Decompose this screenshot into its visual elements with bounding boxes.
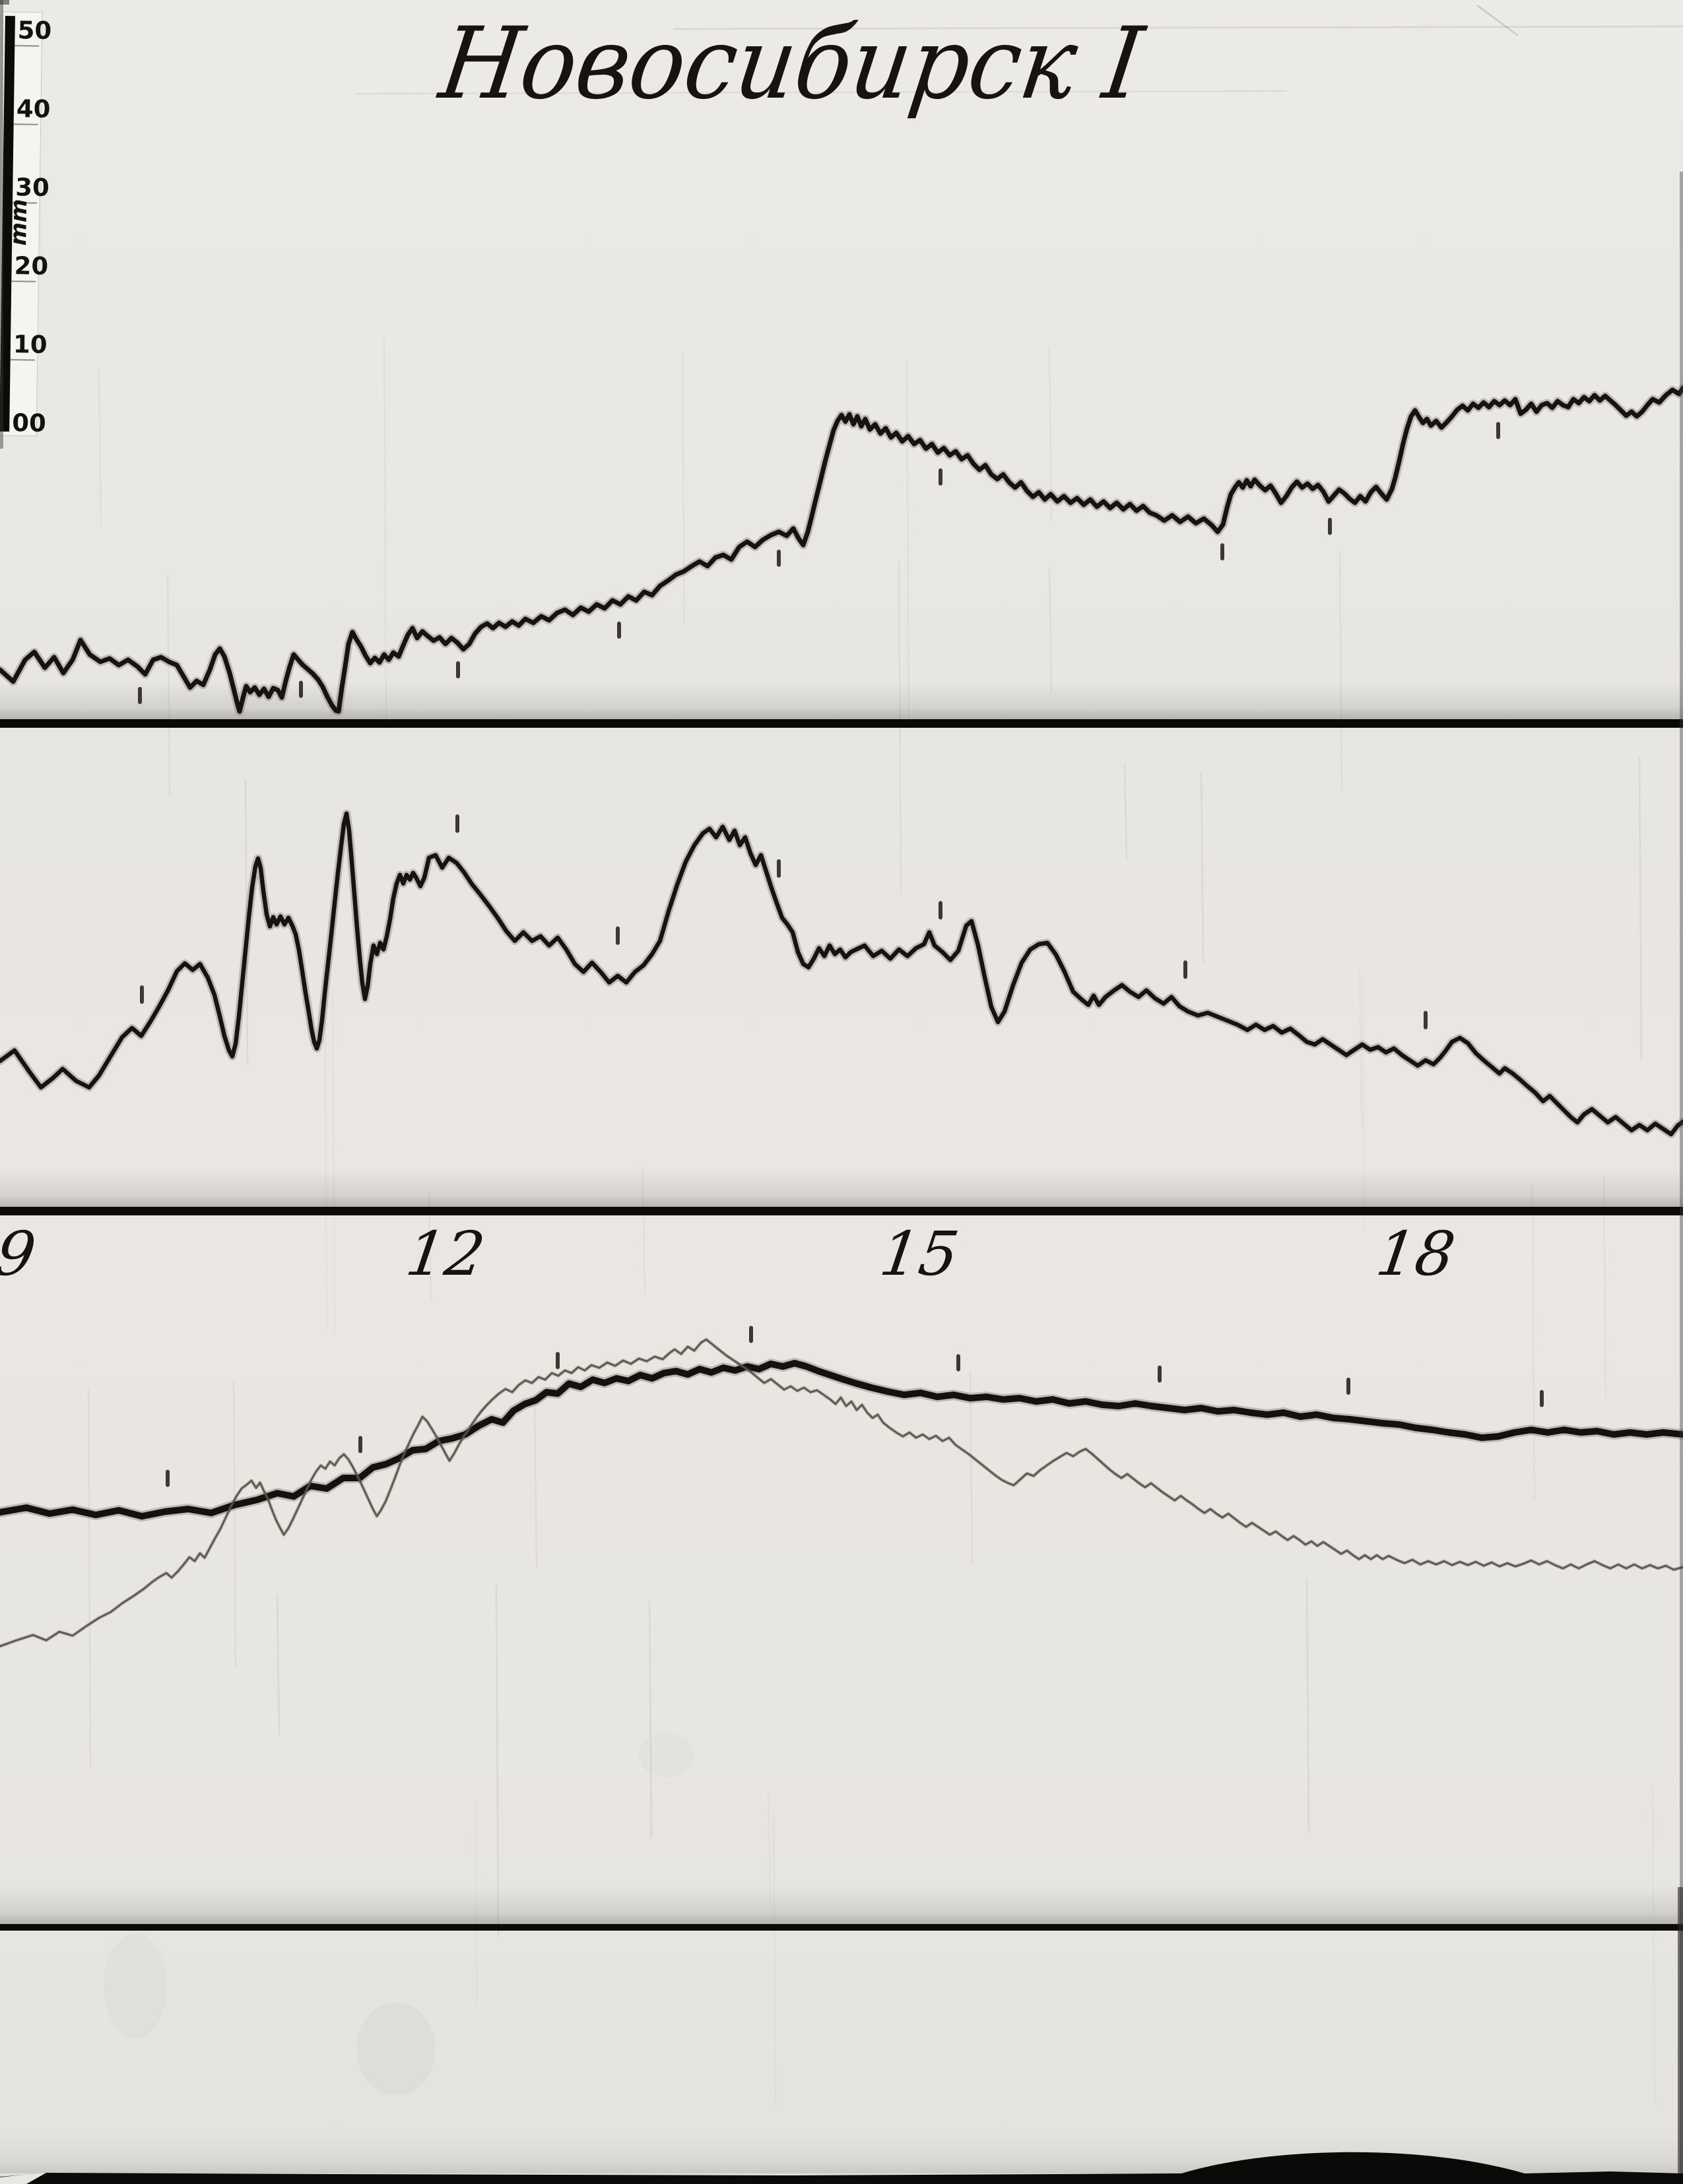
time-label: 15 xyxy=(876,1218,963,1289)
page-title: Новосибирск I xyxy=(432,6,1151,121)
separator-shadow xyxy=(0,681,1683,719)
trace-upper xyxy=(0,385,1683,714)
trace-lower-light xyxy=(0,1338,1683,1648)
paper-smudge xyxy=(356,2003,436,2095)
page-corner-curl xyxy=(0,2173,46,2184)
scan-streaks-layer xyxy=(38,164,1656,2108)
scan-streak xyxy=(1048,567,1053,693)
paper-crease xyxy=(356,90,1288,95)
paper-smudge xyxy=(104,1933,167,2039)
scale-bar-label: 30 xyxy=(15,173,50,202)
right-scan-edge xyxy=(1678,1887,1683,2184)
separator-shadow xyxy=(0,1169,1683,1207)
time-label-group: 15 xyxy=(876,1218,963,1289)
scan-streak xyxy=(331,985,336,1335)
scan-streak xyxy=(323,961,328,1330)
scan-streak xyxy=(1531,1182,1536,1501)
scan-streak xyxy=(1200,772,1204,963)
scan-streak xyxy=(681,354,686,625)
scan-streak xyxy=(969,1372,974,1564)
time-labels-layer: 9 12 15 18 xyxy=(0,1218,1459,1289)
hour-marks-layer xyxy=(138,422,1544,1487)
scan-streak xyxy=(87,1388,92,1770)
scan-streak xyxy=(906,362,910,728)
scale-bar-label: 40 xyxy=(16,94,51,123)
scale-bar-label: 10 xyxy=(13,330,48,359)
scan-streak xyxy=(276,1593,280,1736)
scan-streak xyxy=(98,369,102,527)
scan-streak xyxy=(1305,1577,1310,1834)
right-scan-edge xyxy=(1680,172,1683,2184)
scan-streak xyxy=(1638,756,1643,1060)
scan-streak xyxy=(495,1585,500,1937)
scan-streak xyxy=(232,1380,237,1667)
trace-middle xyxy=(0,811,1683,1137)
scale-bar-unit: mm xyxy=(5,199,32,245)
paper-crease xyxy=(673,25,1683,30)
paper-smudge xyxy=(639,1733,694,1778)
page-bottom-edge xyxy=(0,2152,1683,2184)
title-group: Новосибирск I xyxy=(432,6,1151,121)
trace-lower-heavy xyxy=(0,1360,1683,1520)
scale-bar-label: 50 xyxy=(17,16,51,45)
scan-streak xyxy=(1358,969,1363,1129)
scale-bar-label: 00 xyxy=(12,408,46,437)
left-scan-edge xyxy=(0,0,3,449)
recorder-traces-layer xyxy=(0,383,1683,1648)
time-label: 12 xyxy=(402,1218,489,1289)
time-label-group: 12 xyxy=(402,1218,489,1289)
mm-scale-bar: 50 40 30 20 10 00 mm xyxy=(0,11,51,437)
time-label: 18 xyxy=(1372,1218,1459,1289)
paper-scratch xyxy=(1476,4,1519,37)
separator-shadow xyxy=(0,1886,1683,1924)
scan-streak xyxy=(533,1396,538,1570)
separator-rule xyxy=(0,1924,1683,1931)
scan-streak xyxy=(1123,764,1128,860)
scan-streak xyxy=(772,1806,777,2108)
scan-streak xyxy=(1338,551,1343,791)
scan-streak xyxy=(648,1601,653,1839)
separator-lines-layer xyxy=(0,681,1683,1931)
scale-bar-tick xyxy=(11,280,36,282)
scale-bar-black-bar xyxy=(0,16,15,432)
scan-edge-mark xyxy=(0,0,9,5)
scan-streak xyxy=(1651,1782,1656,2103)
scale-bar-label: 20 xyxy=(14,251,48,280)
time-label-group: 18 xyxy=(1372,1218,1459,1289)
scale-bar-layer: 50 40 30 20 10 00 mm xyxy=(0,11,51,437)
scale-bar-tick xyxy=(13,123,38,125)
separator-rule xyxy=(0,719,1683,728)
scan-streak xyxy=(767,1790,772,1902)
separator-rule xyxy=(0,1207,1683,1215)
